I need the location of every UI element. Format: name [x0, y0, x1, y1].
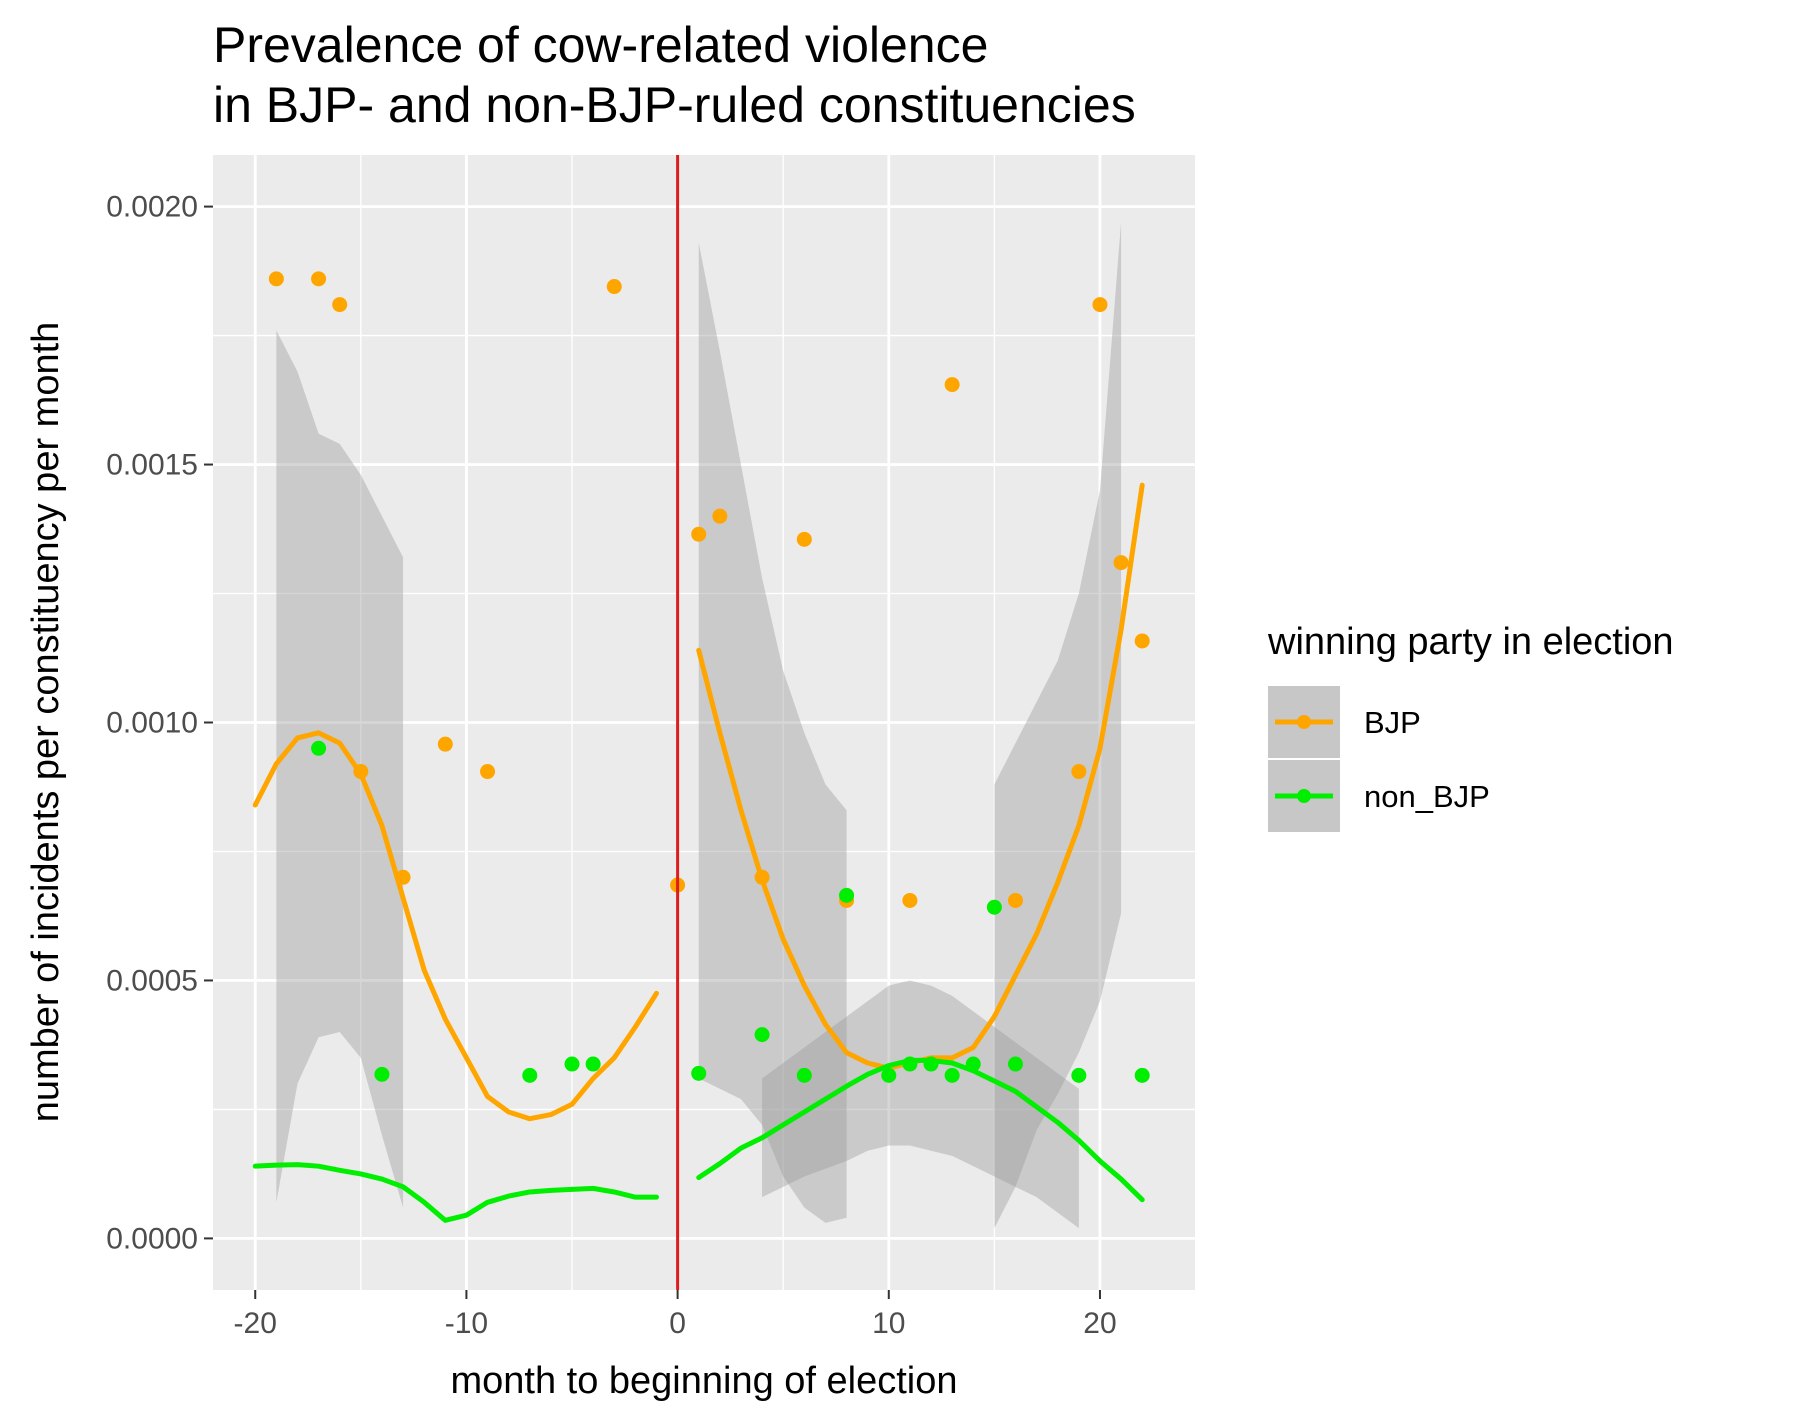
- chart-title-line-1: Prevalence of cow-related violence: [213, 17, 988, 73]
- data-point-bjp: [395, 869, 411, 885]
- x-axis-title: month to beginning of election: [450, 1360, 957, 1402]
- data-point-bjp: [944, 377, 960, 393]
- data-point-bjp: [268, 271, 284, 287]
- confidence-ribbon-bjp: [994, 222, 1122, 1229]
- x-tick-label: 10: [872, 1307, 905, 1340]
- legend-item-bjp: BJP: [1268, 686, 1421, 758]
- data-point-non-bjp: [564, 1056, 580, 1072]
- x-tick-label: 20: [1083, 1307, 1116, 1340]
- legend-item-non-bjp: non_BJP: [1268, 760, 1490, 832]
- data-point-non-bjp: [839, 887, 855, 903]
- chart-title-line-2: in BJP- and non-BJP-ruled constituencies: [213, 77, 1136, 133]
- data-point-non-bjp: [986, 899, 1002, 915]
- legend-key-bjp-point: [1297, 715, 1311, 729]
- x-tick-label: -20: [234, 1307, 277, 1340]
- data-point-non-bjp: [585, 1056, 601, 1072]
- data-point-bjp: [1134, 633, 1150, 649]
- data-point-bjp: [754, 869, 770, 885]
- data-point-bjp: [712, 508, 728, 524]
- data-point-bjp: [332, 297, 348, 313]
- data-point-non-bjp: [1071, 1067, 1087, 1083]
- smooth-lines: [252, 482, 1145, 1223]
- data-points: [268, 271, 1150, 1083]
- data-point-bjp: [1113, 555, 1129, 571]
- chart-title: Prevalence of cow-related violence in BJ…: [213, 17, 1136, 133]
- data-point-non-bjp: [965, 1056, 981, 1072]
- data-point-non-bjp: [311, 740, 327, 756]
- smooth-line-non-bjp: [696, 1057, 1145, 1203]
- data-point-non-bjp: [944, 1067, 960, 1083]
- x-axis: -20 -10 0 10 20: [234, 1290, 1117, 1340]
- data-point-non-bjp: [1134, 1067, 1150, 1083]
- confidence-ribbon-bjp: [698, 242, 847, 1223]
- legend: winning party in election BJP non_BJP: [1267, 621, 1674, 832]
- confidence-ribbons: [276, 222, 1122, 1229]
- y-tick-label: 0.0000: [106, 1222, 198, 1255]
- data-point-bjp: [1092, 297, 1108, 313]
- x-tick-label: -10: [445, 1307, 488, 1340]
- data-point-non-bjp: [796, 1067, 812, 1083]
- y-tick-label: 0.0010: [106, 707, 198, 740]
- data-point-bjp: [353, 764, 369, 780]
- data-point-non-bjp: [374, 1066, 390, 1082]
- data-point-bjp: [691, 526, 707, 542]
- data-point-bjp: [311, 271, 327, 287]
- y-axis-title: number of incidents per constituency per…: [25, 322, 67, 1123]
- y-tick-label: 0.0005: [106, 964, 198, 997]
- data-point-non-bjp: [923, 1056, 939, 1072]
- data-point-bjp: [606, 279, 622, 295]
- smooth-line-non-bjp: [252, 1162, 659, 1223]
- data-point-bjp: [480, 764, 496, 780]
- data-point-non-bjp: [1007, 1056, 1023, 1072]
- y-tick-label: 0.0015: [106, 449, 198, 482]
- data-point-bjp: [437, 736, 453, 752]
- confidence-ribbon-bjp: [276, 330, 404, 1208]
- data-point-non-bjp: [902, 1056, 918, 1072]
- legend-key-non-bjp-point: [1297, 789, 1311, 803]
- data-point-non-bjp: [881, 1067, 897, 1083]
- legend-label-bjp: BJP: [1364, 705, 1421, 740]
- smooth-line-bjp: [252, 730, 659, 1122]
- x-tick-label: 0: [669, 1307, 686, 1340]
- legend-title: winning party in election: [1267, 621, 1674, 663]
- data-point-non-bjp: [754, 1027, 770, 1043]
- data-point-bjp: [1007, 892, 1023, 908]
- legend-label-non-bjp: non_BJP: [1364, 779, 1490, 814]
- data-point-bjp: [902, 892, 918, 908]
- data-point-bjp: [1071, 764, 1087, 780]
- data-point-non-bjp: [522, 1067, 538, 1083]
- y-tick-label: 0.0020: [106, 191, 198, 224]
- y-axis: 0.0000 0.0005 0.0010 0.0015 0.0020: [106, 191, 213, 1255]
- data-point-bjp: [796, 531, 812, 547]
- data-point-non-bjp: [691, 1065, 707, 1081]
